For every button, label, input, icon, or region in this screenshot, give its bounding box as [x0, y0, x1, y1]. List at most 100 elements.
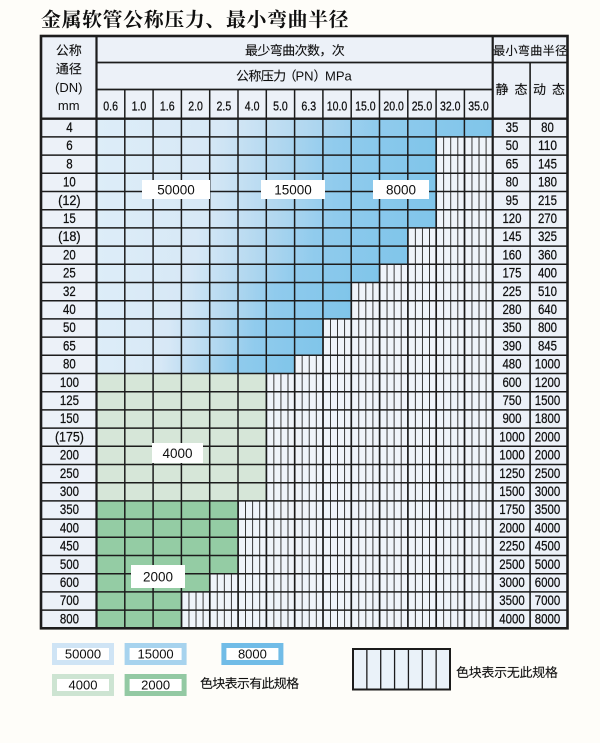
- svg-text:95: 95: [506, 192, 519, 208]
- svg-text:300: 300: [60, 483, 79, 499]
- svg-text:215: 215: [538, 192, 557, 208]
- svg-text:15.0: 15.0: [355, 99, 376, 114]
- svg-text:4000: 4000: [535, 519, 561, 535]
- svg-text:1000: 1000: [499, 428, 525, 444]
- svg-text:15000: 15000: [138, 647, 174, 662]
- svg-text:10: 10: [63, 174, 76, 190]
- svg-text:845: 845: [538, 337, 557, 353]
- svg-text:mm: mm: [58, 98, 80, 113]
- svg-text:3000: 3000: [535, 483, 561, 499]
- svg-text:7000: 7000: [535, 592, 561, 608]
- svg-text:390: 390: [502, 337, 521, 353]
- svg-text:1.0: 1.0: [132, 99, 147, 114]
- svg-text:3000: 3000: [499, 574, 525, 590]
- svg-text:6000: 6000: [535, 574, 561, 590]
- svg-text:1800: 1800: [535, 410, 561, 426]
- svg-text:350: 350: [60, 501, 79, 517]
- svg-text:1000: 1000: [499, 447, 525, 463]
- svg-text:4000: 4000: [69, 678, 98, 693]
- svg-text:3500: 3500: [535, 501, 561, 517]
- svg-text:50000: 50000: [157, 183, 195, 198]
- svg-text:8000: 8000: [238, 647, 267, 662]
- svg-text:2500: 2500: [499, 556, 525, 572]
- svg-text:8000: 8000: [535, 610, 561, 626]
- svg-text:1.6: 1.6: [160, 99, 175, 114]
- svg-text:200: 200: [60, 447, 79, 463]
- svg-text:1250: 1250: [499, 465, 525, 481]
- svg-text:700: 700: [60, 592, 79, 608]
- svg-text:2500: 2500: [535, 465, 561, 481]
- svg-text:50: 50: [63, 319, 76, 335]
- svg-text:65: 65: [506, 155, 519, 171]
- svg-text:600: 600: [502, 374, 521, 390]
- svg-text:100: 100: [60, 374, 79, 390]
- svg-text:2000: 2000: [535, 428, 561, 444]
- svg-text:280: 280: [502, 301, 521, 317]
- svg-text:120: 120: [502, 210, 521, 226]
- svg-text:145: 145: [502, 228, 521, 244]
- svg-text:4500: 4500: [535, 538, 561, 554]
- svg-text:175: 175: [502, 265, 521, 281]
- svg-text:400: 400: [60, 519, 79, 535]
- svg-text:32.0: 32.0: [440, 99, 461, 114]
- svg-text:20.0: 20.0: [383, 99, 404, 114]
- svg-text:750: 750: [502, 392, 521, 408]
- svg-text:2000: 2000: [141, 678, 170, 693]
- svg-text:25.0: 25.0: [412, 99, 433, 114]
- svg-text:80: 80: [63, 356, 76, 372]
- svg-text:4.0: 4.0: [245, 99, 260, 114]
- svg-text:2.5: 2.5: [217, 99, 232, 114]
- svg-text:145: 145: [538, 155, 557, 171]
- svg-text:50: 50: [506, 137, 519, 153]
- svg-text:2000: 2000: [535, 447, 561, 463]
- svg-text:600: 600: [60, 574, 79, 590]
- svg-text:2250: 2250: [499, 538, 525, 554]
- svg-text:800: 800: [60, 610, 79, 626]
- svg-text:480: 480: [502, 356, 521, 372]
- svg-text:1000: 1000: [535, 356, 561, 372]
- svg-text:250: 250: [60, 465, 79, 481]
- svg-text:2.0: 2.0: [188, 99, 203, 114]
- svg-text:3500: 3500: [499, 592, 525, 608]
- svg-text:MPa: MPa: [325, 69, 353, 84]
- svg-text:(175): (175): [55, 428, 84, 444]
- svg-text:80: 80: [506, 174, 519, 190]
- svg-text:900: 900: [502, 410, 521, 426]
- svg-text:35.0: 35.0: [468, 99, 489, 114]
- svg-text:(12): (12): [58, 192, 81, 208]
- svg-text:500: 500: [60, 556, 79, 572]
- svg-text:40: 40: [63, 301, 76, 317]
- svg-text:640: 640: [538, 301, 557, 317]
- svg-text:15000: 15000: [274, 183, 312, 198]
- svg-text:6: 6: [66, 137, 73, 153]
- svg-text:1200: 1200: [535, 374, 561, 390]
- svg-text:(DN): (DN): [55, 80, 82, 95]
- svg-text:110: 110: [538, 137, 557, 153]
- svg-text:8: 8: [66, 155, 73, 171]
- svg-text:1500: 1500: [535, 392, 561, 408]
- svg-text:1750: 1750: [499, 501, 525, 517]
- svg-text:6.3: 6.3: [301, 99, 316, 114]
- svg-text:25: 25: [63, 265, 76, 281]
- svg-text:350: 350: [502, 319, 521, 335]
- svg-text:160: 160: [502, 246, 521, 262]
- svg-text:180: 180: [538, 174, 557, 190]
- svg-text:0.6: 0.6: [103, 99, 118, 114]
- svg-text:4000: 4000: [162, 446, 192, 461]
- svg-text:125: 125: [60, 392, 79, 408]
- svg-text:8000: 8000: [386, 183, 416, 198]
- svg-text:20: 20: [63, 246, 76, 262]
- svg-text:5.0: 5.0: [273, 99, 288, 114]
- svg-text:PN: PN: [295, 69, 313, 84]
- svg-text:15: 15: [63, 210, 76, 226]
- svg-text:32: 32: [63, 283, 76, 299]
- svg-text:450: 450: [60, 538, 79, 554]
- svg-text:510: 510: [538, 283, 557, 299]
- svg-text:800: 800: [538, 319, 557, 335]
- svg-text:(18): (18): [58, 228, 81, 244]
- svg-text:360: 360: [538, 246, 557, 262]
- svg-text:1500: 1500: [499, 483, 525, 499]
- svg-text:5000: 5000: [535, 556, 561, 572]
- svg-text:2000: 2000: [499, 519, 525, 535]
- svg-text:225: 225: [502, 283, 521, 299]
